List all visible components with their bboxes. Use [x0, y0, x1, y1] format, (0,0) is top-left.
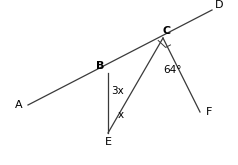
Text: 3x: 3x — [112, 86, 124, 96]
Text: D: D — [215, 0, 223, 10]
Text: B: B — [96, 61, 104, 71]
Text: 64°: 64° — [163, 65, 181, 75]
Text: F: F — [206, 107, 212, 117]
Text: E: E — [104, 137, 111, 147]
Text: C: C — [163, 26, 171, 36]
Text: A: A — [15, 100, 23, 110]
Text: x: x — [118, 110, 124, 120]
